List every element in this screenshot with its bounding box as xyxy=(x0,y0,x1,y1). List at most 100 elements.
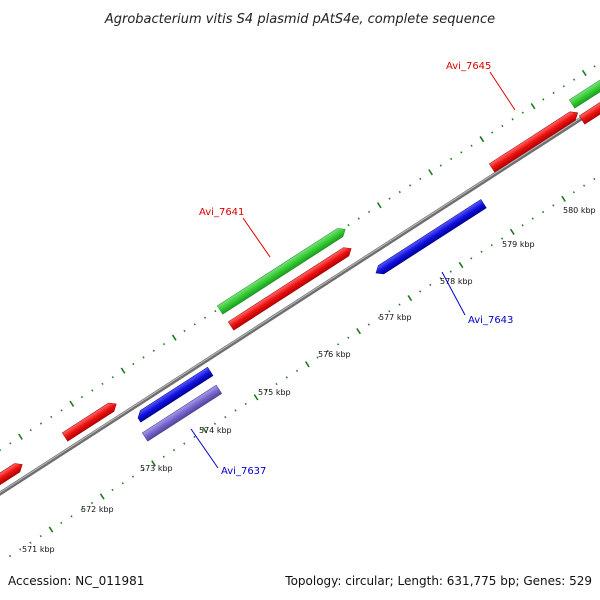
minor-tick-mark xyxy=(152,349,155,352)
summary-text: Topology: circular; Length: 631,775 bp; … xyxy=(284,574,592,588)
minor-tick-mark xyxy=(521,224,524,227)
major-tick-mark xyxy=(253,394,259,401)
minor-tick-mark xyxy=(490,244,493,247)
minor-tick-mark xyxy=(572,191,575,194)
minor-tick-mark xyxy=(101,382,104,385)
major-tick-mark xyxy=(304,361,310,368)
tick-label-579: 579 kbp xyxy=(502,240,535,249)
cds-feature-avi-7637[interactable] xyxy=(135,366,214,423)
cds-feature-avi-7643[interactable] xyxy=(373,199,487,277)
cds-feature-top-right[interactable] xyxy=(578,93,600,125)
gene-label-avi-7645[interactable]: Avi_7645 xyxy=(446,61,516,111)
minor-tick-mark xyxy=(60,409,63,412)
minor-tick-mark xyxy=(419,177,422,180)
minor-tick-mark xyxy=(542,210,545,214)
minor-tick-mark xyxy=(501,124,504,128)
major-tick-mark xyxy=(356,327,361,335)
minor-tick-mark xyxy=(91,389,94,392)
orf-feature-top-right[interactable] xyxy=(568,73,600,109)
minor-tick-mark xyxy=(573,78,576,81)
minor-tick-mark xyxy=(316,356,319,359)
major-tick-mark xyxy=(561,195,566,202)
tick-label-576: 576 kbp xyxy=(318,350,351,359)
minor-tick-mark xyxy=(460,151,463,154)
major-tick-mark xyxy=(120,367,126,374)
minor-tick-mark xyxy=(39,422,43,425)
minor-tick-mark xyxy=(450,157,453,161)
minor-tick-mark xyxy=(265,389,268,392)
minor-tick-mark xyxy=(367,323,370,326)
minor-tick-mark xyxy=(39,535,42,538)
minor-tick-mark xyxy=(357,217,360,220)
minor-tick-mark xyxy=(511,118,514,121)
minor-tick-mark xyxy=(162,455,165,458)
minor-tick-mark xyxy=(470,257,473,260)
tick-labels: 571 kbp 572 kbp 573 kbp 574 kbp 575 kbp … xyxy=(22,206,596,554)
minor-tick-mark xyxy=(29,541,32,544)
tick-label-573: 573 kbp xyxy=(140,464,173,473)
orf-feature-avi-7641[interactable] xyxy=(216,225,348,315)
major-tick-mark xyxy=(581,69,587,77)
minor-tick-mark xyxy=(131,475,135,478)
backbone-highlight xyxy=(0,104,600,494)
minor-tick-mark xyxy=(439,164,442,167)
tick-label-578: 578 kbp xyxy=(440,277,473,286)
minor-tick-mark xyxy=(111,376,114,379)
cds-feature-avi-7641[interactable] xyxy=(227,244,354,331)
minor-tick-mark xyxy=(295,369,299,372)
minor-tick-mark xyxy=(213,422,217,425)
gene-label-text: Avi_7641 xyxy=(199,207,244,218)
major-tick-mark xyxy=(171,334,177,341)
major-tick-mark xyxy=(407,294,413,302)
major-tick-mark xyxy=(509,228,515,236)
gene-label-avi-7643[interactable]: Avi_7643 xyxy=(441,271,513,326)
minor-tick-mark xyxy=(234,409,237,412)
minor-tick-mark xyxy=(491,131,494,134)
minor-tick-mark xyxy=(398,190,401,194)
minor-tick-mark xyxy=(521,111,524,114)
minor-tick-mark xyxy=(562,85,565,88)
minor-tick-mark xyxy=(326,349,329,353)
cds-feature-avi-7645[interactable] xyxy=(488,109,580,173)
minor-tick-mark xyxy=(336,343,340,346)
minor-tick-mark xyxy=(183,329,186,333)
minor-tick-mark xyxy=(409,184,412,187)
minor-tick-mark xyxy=(449,270,452,273)
minor-tick-mark xyxy=(142,356,145,359)
minor-tick-mark xyxy=(70,515,73,518)
feature-avi-7637-purple[interactable] xyxy=(141,384,223,442)
minor-tick-mark xyxy=(542,98,545,101)
major-tick-mark xyxy=(202,427,208,434)
minor-tick-mark xyxy=(121,482,124,485)
tick-label-577: 577 kbp xyxy=(379,313,412,322)
minor-tick-mark xyxy=(80,508,83,511)
major-tick-mark xyxy=(428,169,433,176)
minor-tick-mark xyxy=(439,277,442,280)
minor-tick-mark xyxy=(203,316,207,319)
minor-tick-mark xyxy=(388,197,391,200)
minor-tick-mark xyxy=(377,316,381,320)
gene-label-avi-7637[interactable]: Avi_7637 xyxy=(190,428,266,477)
backbone-line xyxy=(0,104,600,496)
major-tick-mark xyxy=(48,526,54,533)
minor-tick-mark xyxy=(142,468,145,472)
major-tick-mark xyxy=(18,433,23,440)
cds-feature-left-2[interactable] xyxy=(0,460,25,489)
gene-label-avi-7641[interactable]: Avi_7641 xyxy=(199,207,271,258)
minor-tick-mark xyxy=(501,237,504,240)
minor-tick-mark xyxy=(285,376,288,379)
minor-tick-mark xyxy=(224,416,227,419)
gene-label-text: Avi_7643 xyxy=(468,315,513,326)
major-tick-mark xyxy=(479,136,485,143)
minor-tick-mark xyxy=(193,323,196,326)
cds-feature-left-1[interactable] xyxy=(61,400,119,442)
tick-label-575: 575 kbp xyxy=(258,388,291,397)
minor-tick-mark xyxy=(60,521,63,525)
tick-label-580: 580 kbp xyxy=(563,206,596,215)
major-tick-mark xyxy=(376,202,382,209)
minor-tick-mark xyxy=(275,382,278,386)
gene-label-text: Avi_7637 xyxy=(221,466,266,477)
gene-label-text: Avi_7645 xyxy=(446,61,491,72)
minor-tick-mark xyxy=(111,488,114,491)
minor-tick-mark xyxy=(470,144,473,147)
